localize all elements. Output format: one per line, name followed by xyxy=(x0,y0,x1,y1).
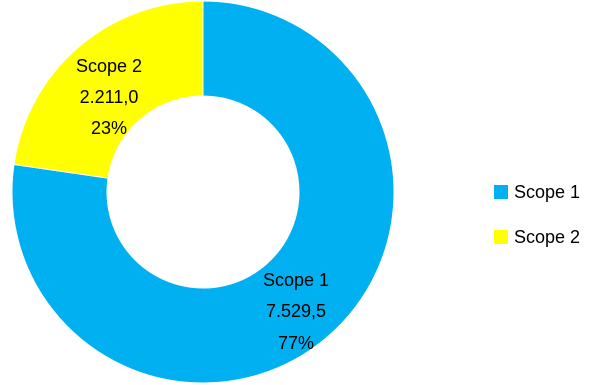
slice-percent-label: 23% xyxy=(91,118,127,138)
slice-category-label: Scope 2 xyxy=(76,56,142,76)
slice-label-scope-1: Scope 1 7.529,5 77% xyxy=(263,270,329,353)
slice-scope-2 xyxy=(13,0,204,179)
slices-group xyxy=(11,0,395,384)
legend-swatch-scope-2 xyxy=(494,230,508,244)
legend-swatch-scope-1 xyxy=(494,185,508,199)
slice-label-scope-2: Scope 2 2.211,0 23% xyxy=(76,56,142,138)
slice-percent-label: 77% xyxy=(278,333,314,353)
legend: Scope 1 Scope 2 xyxy=(494,182,580,247)
slice-category-label: Scope 1 xyxy=(263,270,329,290)
slice-value-label: 7.529,5 xyxy=(266,301,326,321)
legend-label-scope-2: Scope 2 xyxy=(514,227,580,247)
legend-label-scope-1: Scope 1 xyxy=(514,182,580,202)
slice-scope-1 xyxy=(11,0,395,384)
slice-value-label: 2.211,0 xyxy=(80,87,139,107)
